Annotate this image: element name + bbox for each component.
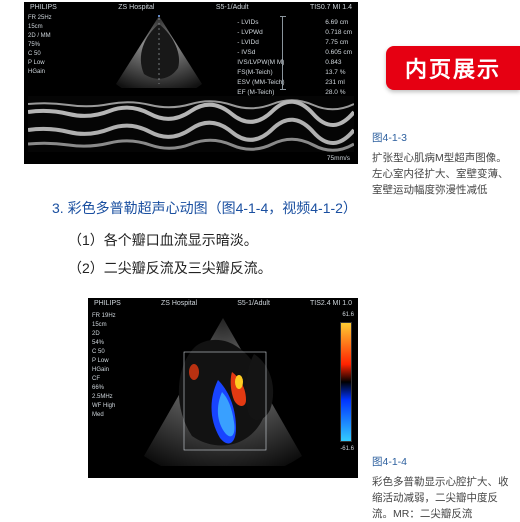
us-brand: PHILIPS: [30, 4, 57, 11]
figure-label-top: 图4-1-3 扩张型心肌病M型超声图像。左心室内径扩大、室壁变薄、室壁运动幅度弥…: [372, 130, 510, 198]
param-line: P Low: [92, 357, 116, 366]
us-tis: TIS2.4 MI 1.0: [310, 300, 352, 307]
measurement-row: FS(M-Teich)13.7 %: [237, 68, 352, 78]
us-site: ZS Hospital: [118, 4, 154, 11]
figure-label-bottom: 图4-1-4 彩色多普勒显示心腔扩大、收缩活动减弱，二尖瓣中度反流。MR：二尖瓣…: [372, 454, 512, 522]
color-scale-max: 61.6: [342, 312, 354, 318]
us-top-header: PHILIPS ZS Hospital S5-1/Adult TIS0.7 MI…: [24, 2, 358, 13]
measurement-value: 6.69 cm: [325, 18, 348, 28]
measurement-value: 0.843: [325, 58, 341, 68]
measurement-value: 13.7 %: [325, 68, 345, 78]
param-line: HGain: [92, 366, 116, 375]
measurement-readout: - LVIDs6.69 cm- LVPWd0.718 cm- LVIDd7.75…: [237, 18, 352, 98]
measurement-label: ESV (MM-Teich): [237, 78, 325, 88]
color-scale-min: -61.6: [340, 446, 354, 452]
measurement-label: FS(M-Teich): [237, 68, 325, 78]
figure-caption: 彩色多普勒显示心腔扩大、收缩活动减弱，二尖瓣中度反流。MR：二尖瓣反流: [372, 474, 512, 522]
param-line: 2.5MHz: [92, 393, 116, 402]
ultrasound-doppler-panel: PHILIPS ZS Hospital S5-1/Adult TIS2.4 MI…: [88, 298, 358, 478]
measurement-row: - LVIDs6.69 cm: [237, 18, 352, 28]
measurement-label: IVS/LVPW(M M): [237, 58, 325, 68]
measurement-row: - IVSd0.605 cm: [237, 48, 352, 58]
param-line: 2D: [92, 330, 116, 339]
section-block: 3. 彩色多普勒超声心动图（图4-1-4，视频4-1-2） （1）各个瓣口血流显…: [52, 198, 500, 278]
measurement-label: - LVIDs: [237, 18, 325, 28]
param-line: 66%: [92, 384, 116, 393]
measurement-row: IVS/LVPW(M M)0.843: [237, 58, 352, 68]
param-line: P Low: [28, 59, 52, 68]
param-line: C 50: [28, 50, 52, 59]
param-line: 54%: [92, 339, 116, 348]
mmode-strip: [28, 96, 354, 152]
measurement-value: 0.718 cm: [325, 28, 352, 38]
us-probe: S5-1/Adult: [216, 4, 249, 11]
measurement-value: 231 ml: [325, 78, 345, 88]
ultrasound-mmode-panel: PHILIPS ZS Hospital S5-1/Adult TIS0.7 MI…: [24, 2, 358, 164]
measurement-label: - LVPWd: [237, 28, 325, 38]
list-item: （1）各个瓣口血流显示暗淡。: [68, 230, 500, 250]
param-line: FR 25Hz: [28, 14, 52, 23]
figure-caption: 扩张型心肌病M型超声图像。左心室内径扩大、室壁变薄、室壁运动幅度弥漫性减低: [372, 150, 510, 198]
measurement-label: - IVSd: [237, 48, 325, 58]
param-line: 15cm: [28, 23, 52, 32]
us-site: ZS Hospital: [161, 300, 197, 307]
measurement-row: - LVPWd0.718 cm: [237, 28, 352, 38]
param-line: Med: [92, 411, 116, 420]
color-scale-bar-icon: [340, 322, 352, 442]
param-line: HGain: [28, 68, 52, 77]
param-line: 75%: [28, 41, 52, 50]
us-bot-params: FR 19Hz15cm2D54%C 50P LowHGainCF66%2.5MH…: [92, 312, 116, 420]
sweep-speed: 75mm/s: [327, 155, 350, 162]
param-line: FR 19Hz: [92, 312, 116, 321]
param-line: WF High: [92, 402, 116, 411]
inner-page-badge: 内页展示: [386, 46, 520, 90]
measurement-row: - LVIDd7.75 cm: [237, 38, 352, 48]
param-line: C 50: [92, 348, 116, 357]
measurement-value: 0.605 cm: [325, 48, 352, 58]
us-top-params: FR 25Hz15cm2D / MM75%C 50P LowHGain: [28, 14, 52, 77]
list-item: （2）二尖瓣反流及三尖瓣反流。: [68, 258, 500, 278]
figure-number: 图4-1-4: [372, 454, 512, 470]
param-line: 15cm: [92, 321, 116, 330]
page: 内页展示 PHILIPS ZS Hospital S5-1/Adult TIS0…: [0, 0, 520, 520]
us-brand: PHILIPS: [94, 300, 121, 307]
us-probe: S5-1/Adult: [237, 300, 270, 307]
color-doppler-view: [136, 316, 310, 466]
badge-text: 内页展示: [405, 52, 501, 84]
section-title: 3. 彩色多普勒超声心动图（图4-1-4，视频4-1-2）: [52, 198, 500, 218]
us-bot-header: PHILIPS ZS Hospital S5-1/Adult TIS2.4 MI…: [88, 298, 358, 309]
figure-number: 图4-1-3: [372, 130, 510, 146]
param-line: CF: [92, 375, 116, 384]
param-line: 2D / MM: [28, 32, 52, 41]
sector-2d-view: [104, 14, 214, 88]
measurement-value: 7.75 cm: [325, 38, 348, 48]
us-tis: TIS0.7 MI 1.4: [310, 4, 352, 11]
measurement-label: - LVIDd: [237, 38, 325, 48]
measurement-row: ESV (MM-Teich)231 ml: [237, 78, 352, 88]
